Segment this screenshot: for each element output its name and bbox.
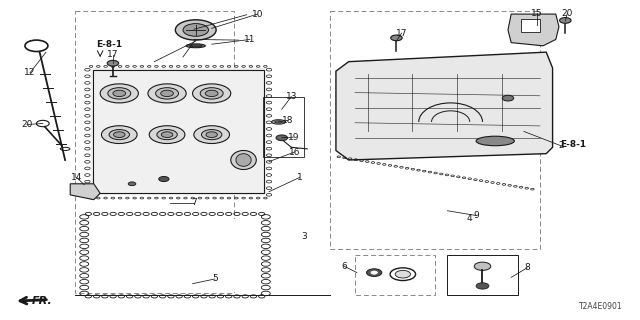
Circle shape xyxy=(161,132,173,138)
Circle shape xyxy=(113,132,125,138)
Text: FR.: FR. xyxy=(32,296,52,306)
Text: 2: 2 xyxy=(558,141,564,150)
Text: 6: 6 xyxy=(341,262,347,271)
Circle shape xyxy=(276,135,287,141)
Ellipse shape xyxy=(186,44,205,48)
Circle shape xyxy=(157,130,177,140)
Polygon shape xyxy=(336,52,552,160)
Circle shape xyxy=(200,88,223,99)
Text: 10: 10 xyxy=(252,10,263,19)
Ellipse shape xyxy=(231,150,256,170)
Circle shape xyxy=(502,95,514,101)
Circle shape xyxy=(476,283,489,289)
Circle shape xyxy=(183,24,209,36)
Text: E-8-1: E-8-1 xyxy=(560,140,586,149)
Circle shape xyxy=(159,177,169,181)
Circle shape xyxy=(109,130,129,140)
Text: 20: 20 xyxy=(21,120,33,129)
Circle shape xyxy=(395,270,410,278)
Text: 12: 12 xyxy=(24,68,36,77)
Circle shape xyxy=(175,20,216,40)
Bar xyxy=(93,69,264,193)
Text: 9: 9 xyxy=(473,211,479,220)
Circle shape xyxy=(161,90,173,97)
Bar xyxy=(447,255,518,295)
Ellipse shape xyxy=(275,121,282,123)
Circle shape xyxy=(148,84,186,103)
Text: 19: 19 xyxy=(287,133,299,142)
Bar xyxy=(330,11,540,249)
Text: 5: 5 xyxy=(212,275,218,284)
Text: 13: 13 xyxy=(285,92,297,101)
Polygon shape xyxy=(508,14,559,46)
Ellipse shape xyxy=(189,45,202,47)
Text: 15: 15 xyxy=(531,9,543,18)
Circle shape xyxy=(107,60,118,66)
Text: 16: 16 xyxy=(289,148,300,156)
Circle shape xyxy=(206,132,218,138)
Polygon shape xyxy=(70,184,100,200)
Circle shape xyxy=(559,18,571,23)
Circle shape xyxy=(391,35,402,41)
Text: 3: 3 xyxy=(301,232,307,241)
Text: 4: 4 xyxy=(467,214,472,223)
Circle shape xyxy=(194,126,230,143)
Circle shape xyxy=(100,84,138,103)
Bar xyxy=(521,19,540,32)
Bar xyxy=(75,11,234,293)
Text: 20: 20 xyxy=(561,9,573,18)
Circle shape xyxy=(193,84,231,103)
Circle shape xyxy=(371,271,378,274)
Text: E-8-1: E-8-1 xyxy=(96,40,122,49)
Circle shape xyxy=(149,126,185,143)
Circle shape xyxy=(474,262,491,270)
Text: T2A4E0901: T2A4E0901 xyxy=(579,302,623,311)
Text: 18: 18 xyxy=(282,116,294,125)
Circle shape xyxy=(205,90,218,97)
Bar xyxy=(262,97,304,157)
Bar xyxy=(355,255,435,295)
Circle shape xyxy=(367,269,382,276)
Text: 7: 7 xyxy=(191,198,196,207)
Circle shape xyxy=(128,182,136,186)
Text: 17: 17 xyxy=(107,50,118,59)
Ellipse shape xyxy=(271,120,285,124)
Text: 8: 8 xyxy=(524,263,530,272)
Circle shape xyxy=(108,88,131,99)
Circle shape xyxy=(101,126,137,143)
Bar xyxy=(94,219,256,292)
Bar xyxy=(91,68,266,195)
Text: 11: 11 xyxy=(244,35,255,44)
Ellipse shape xyxy=(476,136,515,146)
Circle shape xyxy=(156,88,179,99)
Circle shape xyxy=(113,90,125,97)
Text: 14: 14 xyxy=(71,173,83,182)
Circle shape xyxy=(202,130,222,140)
Ellipse shape xyxy=(236,154,251,166)
Text: 17: 17 xyxy=(396,28,407,38)
Text: 1: 1 xyxy=(297,173,303,182)
